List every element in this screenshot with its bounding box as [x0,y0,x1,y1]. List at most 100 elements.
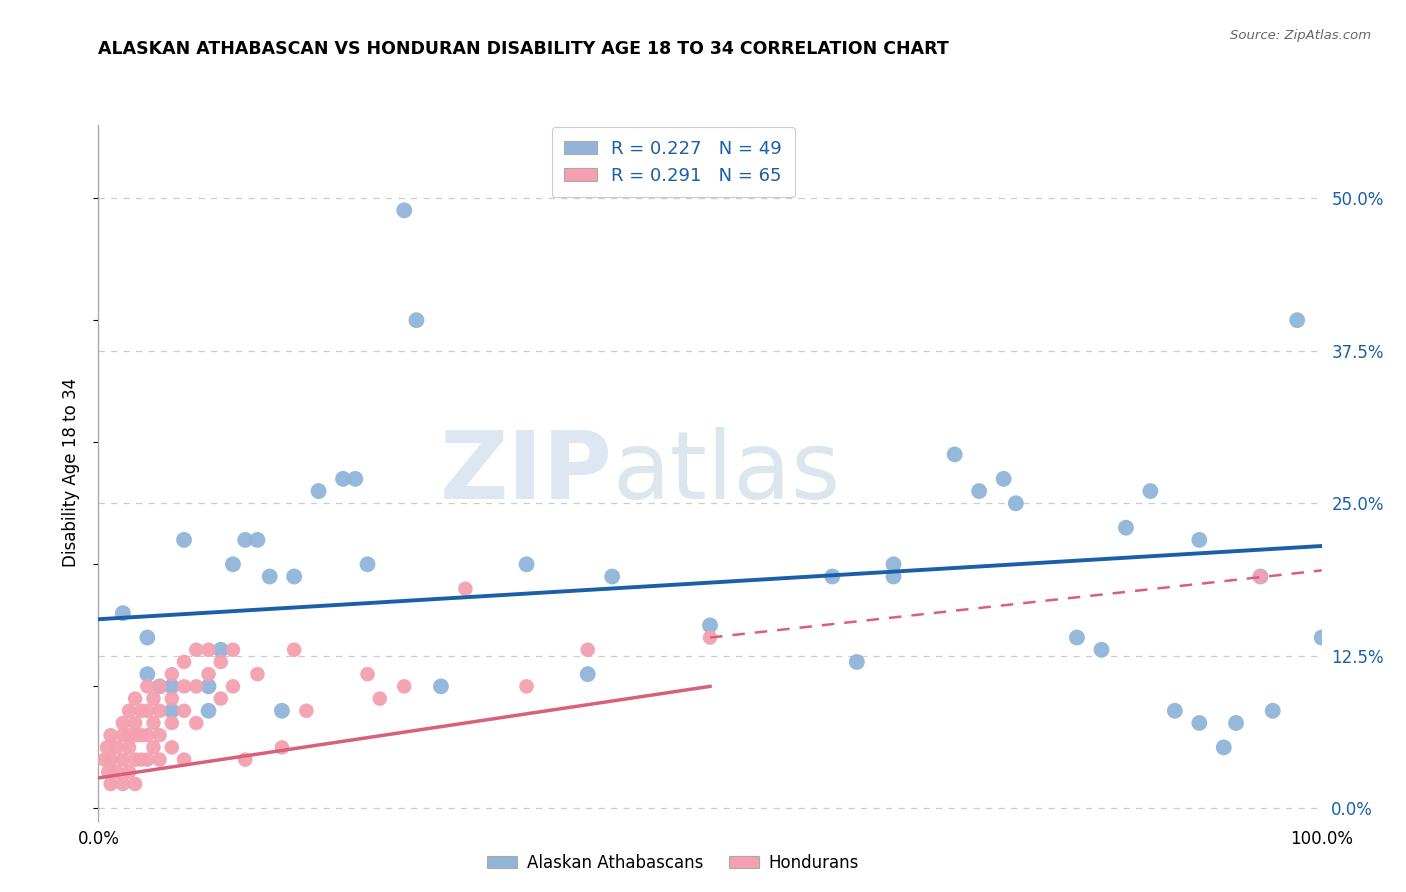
Point [124,777,146,791]
Point [136,679,159,693]
Point [1188,533,1211,547]
Point [97,764,120,779]
Point [136,753,159,767]
Point [173,704,195,718]
Point [160,716,183,731]
Point [111,716,134,731]
Point [118,728,141,742]
Point [368,691,391,706]
Point [845,655,868,669]
Point [1212,740,1234,755]
Point [124,728,146,742]
Point [136,728,159,742]
Point [105,740,128,755]
Point [993,472,1015,486]
Point [1249,569,1271,583]
Point [142,740,165,755]
Text: atlas: atlas [612,426,841,519]
Point [515,679,537,693]
Point [308,484,330,499]
Point [100,777,122,791]
Point [129,728,152,742]
Point [1139,484,1161,499]
Point [883,569,905,583]
Point [93,753,115,767]
Point [1004,496,1026,510]
Point [149,728,172,742]
Point [136,631,159,645]
Point [111,753,134,767]
Point [344,472,367,486]
Point [129,704,152,718]
Point [160,740,183,755]
Point [136,667,159,681]
Point [1249,569,1271,583]
Point [209,691,232,706]
Point [209,655,232,669]
Point [1261,704,1284,718]
Point [149,679,172,693]
Point [1164,704,1187,718]
Point [100,753,122,767]
Point [197,704,219,718]
Point [186,679,208,693]
Point [600,569,623,583]
Point [967,484,990,499]
Point [699,618,721,632]
Point [405,313,427,327]
Point [111,777,134,791]
Point [160,704,183,718]
Point [1090,642,1112,657]
Point [173,533,195,547]
Point [111,606,134,620]
Point [118,740,141,755]
Point [699,631,721,645]
Point [392,679,416,693]
Point [124,716,146,731]
Point [883,558,905,572]
Point [118,704,141,718]
Text: ZIP: ZIP [439,426,612,519]
Y-axis label: Disability Age 18 to 34: Disability Age 18 to 34 [62,378,80,567]
Point [197,679,219,693]
Point [283,569,305,583]
Point [1115,521,1137,535]
Point [1310,631,1333,645]
Point [149,704,172,718]
Point [129,753,152,767]
Point [270,740,294,755]
Point [270,704,294,718]
Point [295,704,318,718]
Text: ALASKAN ATHABASCAN VS HONDURAN DISABILITY AGE 18 TO 34 CORRELATION CHART: ALASKAN ATHABASCAN VS HONDURAN DISABILIT… [98,40,949,58]
Point [430,679,453,693]
Point [142,691,165,706]
Point [118,764,141,779]
Point [576,642,599,657]
Point [1066,631,1088,645]
Text: Source: ZipAtlas.com: Source: ZipAtlas.com [1230,29,1371,42]
Point [149,753,172,767]
Point [283,642,305,657]
Point [160,679,183,693]
Point [149,679,172,693]
Point [233,533,256,547]
Point [1188,716,1211,731]
Point [186,642,208,657]
Point [222,558,245,572]
Point [1286,313,1309,327]
Point [209,642,232,657]
Point [173,679,195,693]
Point [699,154,721,169]
Point [197,642,219,657]
Point [454,582,477,596]
Point [356,558,378,572]
Point [100,728,122,742]
Point [197,667,219,681]
Point [142,716,165,731]
Point [173,753,195,767]
Point [173,655,195,669]
Point [1225,716,1247,731]
Point [124,691,146,706]
Point [160,667,183,681]
Point [576,667,599,681]
